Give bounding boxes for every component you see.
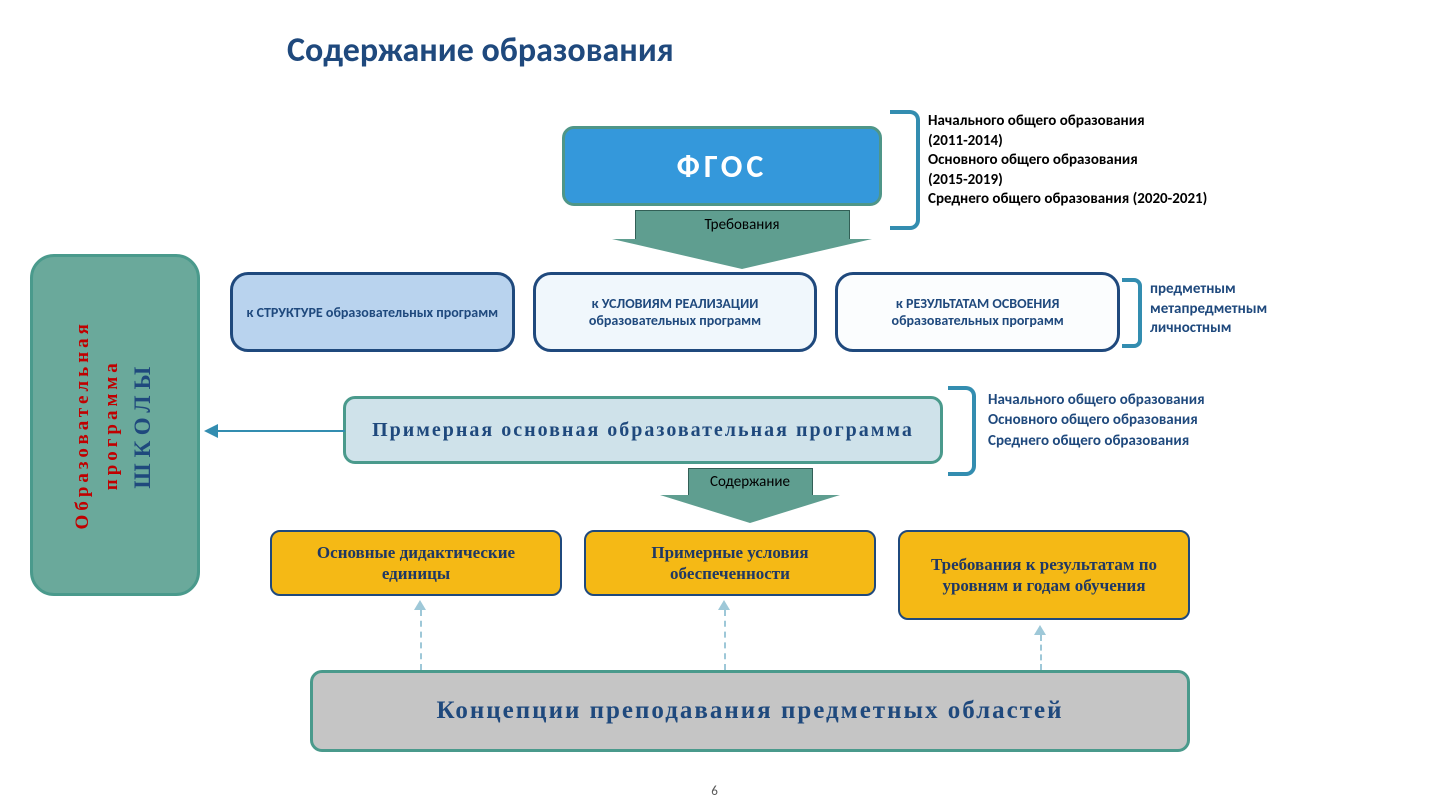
dashed-arrowhead-icon	[718, 600, 730, 610]
arrow-label: Требования	[635, 210, 850, 240]
bracket3-line: Начального общего образования	[988, 390, 1205, 410]
bracket-results	[1122, 278, 1142, 348]
sidebar-line: программа	[98, 320, 127, 529]
dashed-arrowhead-icon	[414, 600, 426, 610]
requirement-structure: к СТРУКТУРЕ образовательных программ	[230, 272, 515, 352]
bracket1-line: (2011-2014)	[928, 132, 1207, 152]
arrow-label: Содержание	[688, 468, 813, 496]
arrow-head-icon	[612, 239, 872, 269]
requirement-conditions: к УСЛОВИЯМ РЕАЛИЗАЦИИ образовательных пр…	[533, 272, 818, 352]
content-row: Основные дидактические единицы Примерные…	[270, 530, 1190, 620]
arrow-requirements: Требования	[612, 210, 872, 269]
arrow-content: Содержание	[660, 468, 840, 523]
dashed-connector	[1040, 635, 1042, 670]
concepts-box: Концепции преподавания предметных област…	[310, 670, 1190, 752]
left-arrow-icon	[204, 424, 218, 438]
bracket-program-text: Начального общего образования Основного …	[988, 390, 1205, 451]
sidebar-line: ШКОЛЫ	[126, 320, 161, 529]
bracket3-line: Среднего общего образования	[988, 431, 1205, 451]
bracket1-line: Начального общего образования	[928, 112, 1207, 132]
sidebar-line: Образовательная	[69, 320, 98, 529]
requirement-results: к РЕЗУЛЬТАТАМ ОСВОЕНИЯ образовательных п…	[835, 272, 1120, 352]
sidebar-school-program: Образовательная программа ШКОЛЫ	[30, 254, 200, 596]
bracket2-line: предметным	[1150, 280, 1267, 300]
program-box: Примерная основная образовательная прогр…	[343, 396, 943, 464]
requirements-row: к СТРУКТУРЕ образовательных программ к У…	[230, 272, 1120, 352]
arrow-head-icon	[660, 495, 840, 523]
content-requirements: Требования к результатам по уровням и го…	[898, 530, 1190, 620]
dashed-connector	[420, 610, 422, 670]
sidebar-text: Образовательная программа ШКОЛЫ	[69, 320, 161, 529]
fgos-box: ФГОС	[562, 126, 882, 206]
content-conditions: Примерные условия обеспеченности	[584, 530, 876, 596]
content-didactic-units: Основные дидактические единицы	[270, 530, 562, 596]
bracket3-line: Основного общего образования	[988, 410, 1205, 430]
dashed-connector	[724, 610, 726, 670]
dashed-arrowhead-icon	[1034, 625, 1046, 635]
left-connector-line	[217, 430, 345, 432]
program-box-text: Примерная основная образовательная прогр…	[372, 419, 914, 442]
bracket-results-text: предметным метапредметным личностным	[1150, 280, 1267, 339]
bracket2-line: личностным	[1150, 319, 1267, 339]
page-title: Содержание образования	[287, 30, 674, 71]
bracket1-line: (2015-2019)	[928, 171, 1207, 191]
bracket-fgos	[890, 110, 920, 230]
page-number: 6	[711, 784, 718, 799]
bracket1-line: Среднего общего образования (2020-2021)	[928, 190, 1207, 210]
bracket-program	[948, 386, 976, 476]
bracket2-line: метапредметным	[1150, 300, 1267, 320]
bracket1-line: Основного общего образования	[928, 151, 1207, 171]
bracket-fgos-text: Начального общего образования (2011-2014…	[928, 112, 1207, 210]
